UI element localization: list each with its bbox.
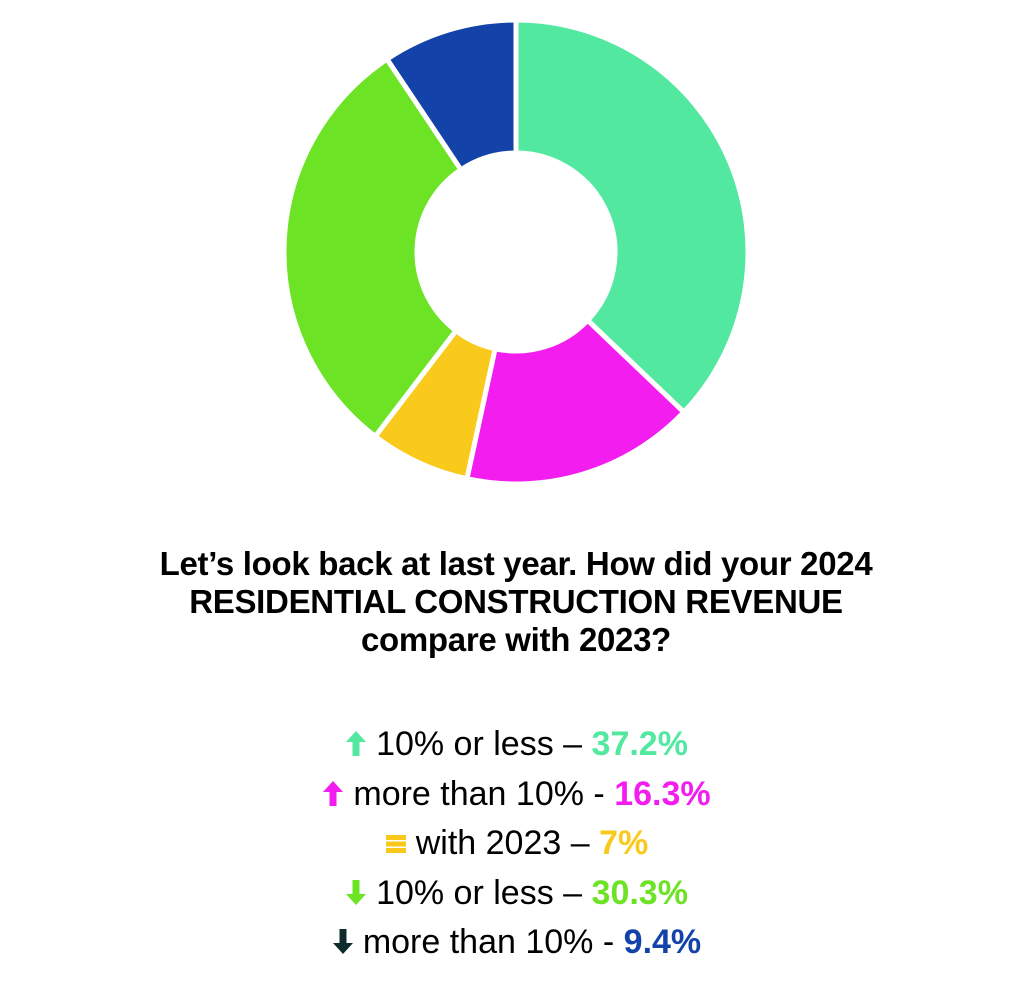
arrow-down-icon	[346, 879, 367, 905]
donut-slice	[513, 17, 751, 416]
legend-label: more than 10%	[362, 923, 594, 961]
legend-item: more than 10% - 9.4%	[0, 918, 1032, 968]
legend-separator: –	[563, 873, 583, 912]
legend-item: 10% or less – 30.3%	[0, 869, 1032, 919]
legend-label: 10% or less	[376, 725, 554, 763]
title-line: compare with 2023?	[360, 621, 672, 658]
legend-value: 16.3%	[614, 774, 711, 813]
legend-separator: -	[602, 923, 615, 961]
legend-value: 30.3%	[591, 873, 688, 912]
legend-item: with 2023 – 7%	[0, 819, 1032, 869]
donut-slice	[383, 17, 519, 174]
legend-separator: –	[563, 725, 583, 763]
legend-value: 9.4%	[623, 923, 702, 961]
legend-label: 10% or less	[376, 873, 554, 912]
legend-value: 37.2%	[591, 725, 688, 763]
legend-item: 10% or less – 37.2%	[0, 720, 1032, 770]
donut-chart	[281, 17, 751, 487]
title-line: RESIDENTIAL CONSTRUCTION REVENUE	[189, 583, 843, 620]
title-line: Let’s look back at last year. How did yo…	[159, 545, 873, 582]
legend-separator: –	[570, 824, 590, 862]
legend-label: with 2023	[415, 824, 562, 862]
equal-bars-icon	[385, 835, 406, 853]
legend-separator: -	[593, 774, 605, 813]
chart-title: Let’s look back at last year. How did yo…	[0, 545, 1032, 659]
legend-item: more than 10% - 16.3%	[0, 770, 1032, 820]
legend: 10% or less – 37.2% more than 10% - 16.3%…	[0, 720, 1032, 968]
donut-slice	[463, 316, 688, 487]
legend-value: 7%	[599, 824, 649, 862]
arrow-up-icon	[346, 731, 367, 756]
donut-slice	[281, 55, 465, 440]
arrow-up-icon	[323, 780, 344, 806]
arrow-down-icon	[332, 929, 353, 954]
legend-label: more than 10%	[353, 774, 584, 813]
